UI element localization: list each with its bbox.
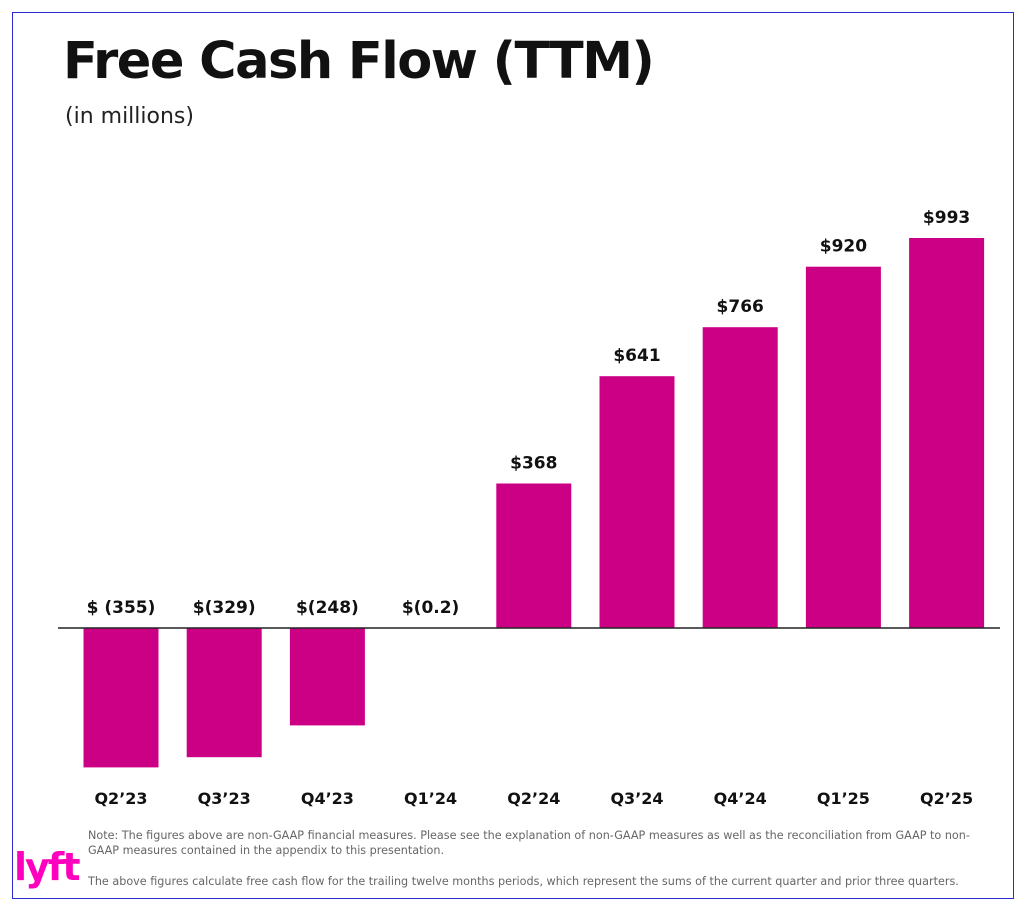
bar-7 [702,327,778,628]
note-text: Note: The figures above are non-GAAP fin… [88,829,970,857]
bars-group [83,238,985,768]
bar-1 [83,628,159,768]
bar-chart: $ (355) Q2’23 $(329) Q3’23 $(248) Q4’23 $(0.2)… [58,208,1000,808]
category-label: Q2’23 [94,789,147,808]
category-label: Q1’25 [817,789,870,808]
bar-value-label: $766 [717,297,764,317]
category-label: Q4’23 [301,789,354,808]
category-label: Q3’24 [610,789,663,808]
bar-value-label: $993 [923,208,970,228]
bar-value-label: $(0.2) [402,598,459,618]
bar-6 [599,376,675,628]
bar-3 [289,628,365,726]
category-label: Q2’25 [920,789,973,808]
bar-8 [805,266,881,628]
bar-value-label: $920 [820,237,867,257]
bar-2 [186,628,262,758]
bar-value-label: $(248) [296,598,359,618]
bar-9 [909,238,985,628]
labels-group: $ (355) Q2’23 $(329) Q3’23 $(248) Q4’23 $(0.2)… [87,208,974,808]
category-label: Q2’24 [507,789,560,808]
category-label: Q4’24 [714,789,767,808]
bar-value-label: $368 [510,454,557,474]
category-label: Q1’24 [404,789,457,808]
chart-subtitle: (in millions) [65,104,194,129]
lyft-logo: lyft [14,845,80,889]
bar-value-label: $641 [613,346,660,366]
bar-value-label: $(329) [193,598,256,618]
chart-title: Free Cash Flow (TTM) [63,32,655,91]
bar-value-label: $ (355) [87,598,156,618]
bar-5 [496,483,572,628]
slide-frame [12,12,1014,899]
footnote-text: The above figures calculate free cash fl… [88,875,959,888]
category-label: Q3’23 [198,789,251,808]
